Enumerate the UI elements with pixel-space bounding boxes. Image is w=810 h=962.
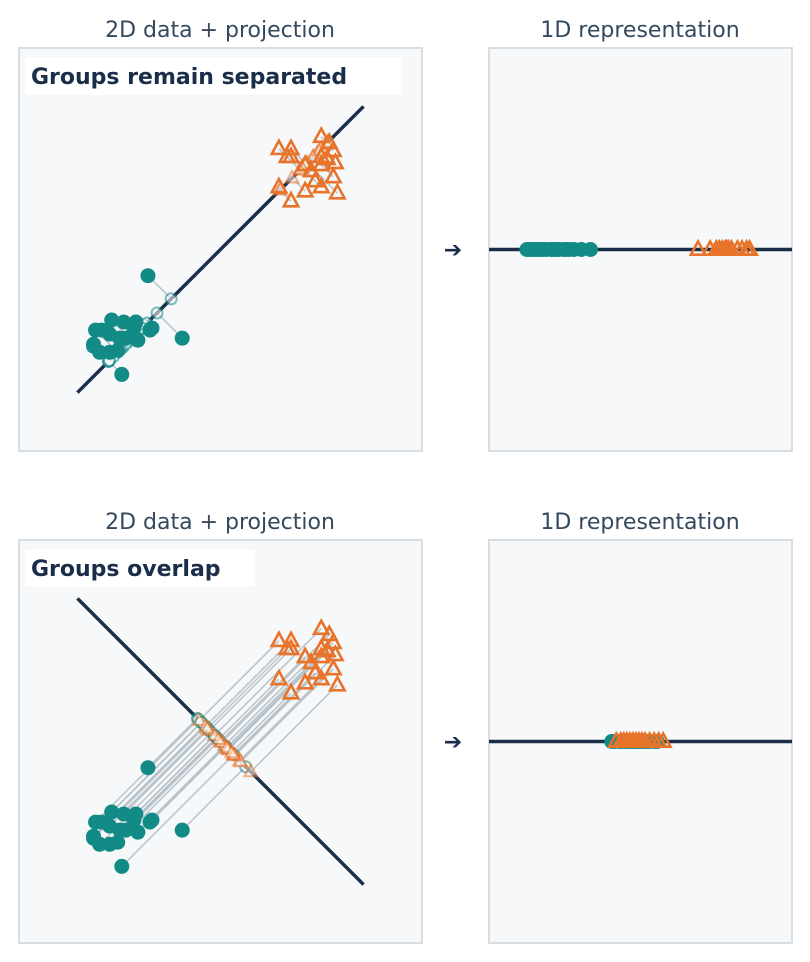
data-point bbox=[140, 268, 156, 284]
projection-connector bbox=[231, 692, 292, 754]
data-point bbox=[269, 668, 289, 686]
data-point bbox=[269, 138, 289, 156]
data-point bbox=[277, 638, 297, 656]
data-point bbox=[144, 320, 160, 336]
projected-point bbox=[242, 762, 259, 778]
arrow-top: ➔ bbox=[444, 238, 462, 263]
projection-connector bbox=[213, 628, 322, 737]
panel-top-right: 1D representation bbox=[488, 18, 793, 452]
projection-connector bbox=[208, 648, 292, 731]
data-point bbox=[301, 652, 321, 670]
projected-point bbox=[164, 292, 178, 306]
data-point bbox=[295, 180, 315, 198]
data-point bbox=[112, 822, 128, 838]
data-point bbox=[323, 658, 343, 676]
projection-connector bbox=[123, 728, 209, 815]
projection-connector bbox=[181, 766, 247, 831]
data-point bbox=[114, 366, 130, 382]
data-point bbox=[323, 166, 343, 184]
projection-connector bbox=[198, 640, 280, 721]
panel-label: Groups remain separated bbox=[31, 65, 347, 90]
projected-point bbox=[210, 730, 227, 746]
projection-connector bbox=[225, 662, 312, 749]
data-point bbox=[327, 182, 347, 200]
panel-top-left: 2D data + projection Groups remain separ… bbox=[18, 18, 423, 452]
data-point bbox=[114, 858, 130, 874]
panel-bottom-right: 1D representation bbox=[488, 510, 793, 944]
data-point bbox=[174, 822, 190, 838]
data-point bbox=[130, 332, 146, 348]
arrow-bottom: ➔ bbox=[444, 730, 462, 755]
data-point bbox=[281, 682, 301, 700]
data-point bbox=[130, 824, 146, 840]
data-point bbox=[281, 190, 301, 208]
panel-title: 2D data + projection bbox=[105, 510, 335, 535]
panel-bottom-left: 2D data + projection Groups overlap bbox=[18, 510, 423, 944]
data-point bbox=[311, 617, 331, 636]
data-point bbox=[317, 148, 337, 166]
data-point bbox=[277, 146, 297, 164]
data-point bbox=[311, 125, 331, 144]
data-point bbox=[653, 730, 673, 748]
label-box bbox=[25, 549, 255, 587]
data-point bbox=[295, 672, 315, 690]
projection-connector bbox=[250, 684, 338, 773]
projected-point bbox=[150, 306, 164, 320]
data-point bbox=[295, 154, 315, 172]
data-point bbox=[112, 330, 128, 346]
data-point bbox=[317, 640, 337, 658]
data-point bbox=[144, 812, 160, 828]
data-point bbox=[305, 170, 325, 188]
panel-label: Groups overlap bbox=[31, 557, 221, 582]
data-point bbox=[174, 330, 190, 346]
label-box bbox=[25, 57, 401, 95]
projection-connector bbox=[206, 648, 288, 729]
data-point bbox=[583, 242, 599, 257]
projection-connector bbox=[121, 754, 235, 867]
panel-title: 1D representation bbox=[540, 510, 739, 535]
data-point bbox=[305, 662, 325, 680]
projected-point bbox=[284, 168, 301, 184]
data-point bbox=[128, 806, 144, 822]
projection-connector bbox=[147, 717, 198, 769]
data-point bbox=[269, 176, 289, 194]
projected-point bbox=[191, 711, 208, 726]
data-point bbox=[94, 814, 110, 830]
projection-connector bbox=[233, 672, 316, 756]
data-point bbox=[86, 828, 102, 844]
data-point bbox=[104, 804, 120, 820]
data-point bbox=[688, 238, 708, 256]
projection-connector bbox=[204, 640, 292, 727]
projected-point bbox=[199, 719, 216, 734]
data-point bbox=[327, 674, 347, 692]
projection-connector bbox=[219, 656, 306, 743]
panel-title: 2D data + projection bbox=[105, 18, 335, 43]
data-point bbox=[740, 238, 759, 256]
projection-connector bbox=[239, 678, 322, 762]
projected-point bbox=[223, 743, 240, 759]
data-point bbox=[269, 630, 289, 648]
data-point bbox=[94, 322, 110, 338]
data-point bbox=[128, 314, 144, 330]
panel-title: 1D representation bbox=[540, 18, 739, 43]
data-point bbox=[295, 646, 315, 664]
data-point bbox=[140, 760, 156, 776]
projection-connector bbox=[151, 745, 227, 821]
projection-connector bbox=[217, 678, 280, 741]
data-point bbox=[86, 336, 102, 352]
data-point bbox=[301, 160, 321, 178]
data-point bbox=[104, 312, 120, 328]
